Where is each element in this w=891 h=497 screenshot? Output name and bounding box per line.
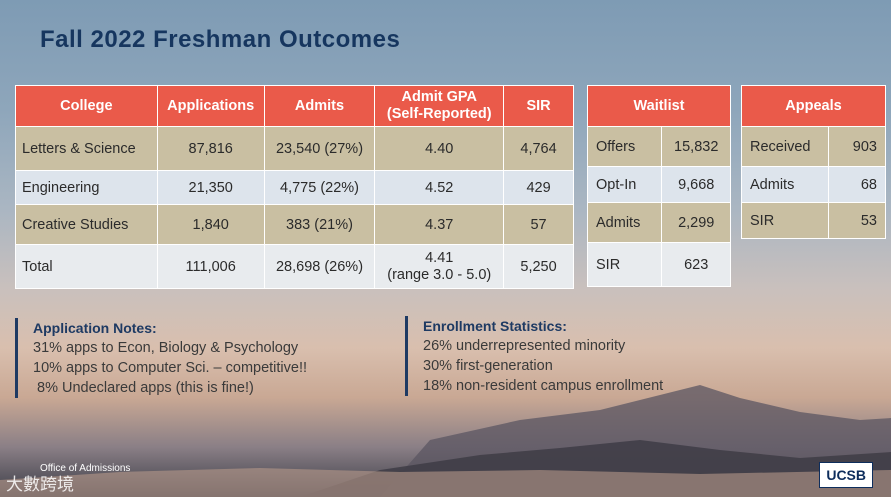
waitlist-label: SIR	[586, 242, 663, 287]
cell-applications: 87,816	[156, 126, 265, 171]
table-row-total: Total 111,006 28,698 (26%) 4.41 (range 3.…	[15, 244, 574, 289]
enrollment-stat-line: 30% first-generation	[423, 358, 553, 374]
table-row: Admits 2,299	[586, 202, 731, 243]
waitlist-value: 15,832	[661, 126, 731, 167]
header-admits: Admits	[263, 85, 376, 127]
application-notes: Application Notes: 31% apps to Econ, Bio…	[15, 318, 307, 398]
cell-college: Total	[15, 244, 158, 289]
cell-gpa: 4.37	[374, 204, 505, 245]
waitlist-value: 9,668	[661, 166, 731, 203]
appeals-header: Appeals	[741, 85, 886, 127]
enrollment-stats-heading: Enrollment Statistics:	[423, 318, 567, 334]
cell-college: Engineering	[15, 170, 158, 205]
table-row: Creative Studies 1,840 383 (21%) 4.37 57	[15, 204, 574, 245]
application-notes-heading: Application Notes:	[33, 320, 157, 336]
cell-gpa: 4.41 (range 3.0 - 5.0)	[374, 244, 505, 289]
total-gpa: 4.41	[425, 249, 454, 266]
watermark: 大數跨境	[6, 475, 74, 494]
ucsb-logo: UCSB	[819, 462, 873, 488]
cell-admits: 383 (21%)	[263, 204, 376, 245]
waitlist-label: Admits	[586, 202, 663, 243]
cell-applications: 21,350	[156, 170, 265, 205]
cell-sir: 429	[503, 170, 574, 205]
header-applications: Applications	[156, 85, 265, 127]
table-row: SIR 623	[586, 242, 731, 287]
appeals-label: Received	[741, 126, 829, 167]
outcomes-table: College Applications Admits Admit GPA (Se…	[15, 85, 574, 289]
application-note-line: 31% apps to Econ, Biology & Psychology	[33, 340, 299, 356]
page-title: Fall 2022 Freshman Outcomes	[40, 26, 401, 53]
table-row: Engineering 21,350 4,775 (22%) 4.52 429	[15, 170, 574, 205]
application-note-line: 8% Undeclared apps (this is fine!)	[33, 380, 254, 396]
table-row: Admits 68	[741, 166, 887, 203]
office-footer: Office of Admissions	[40, 463, 131, 474]
waitlist-label: Opt-In	[586, 166, 663, 203]
header-admit-gpa: Admit GPA (Self-Reported)	[374, 85, 505, 127]
appeals-label: Admits	[741, 166, 829, 203]
appeals-value: 68	[827, 166, 887, 203]
cell-sir: 57	[503, 204, 574, 245]
total-gpa-range: (range 3.0 - 5.0)	[387, 266, 492, 283]
cell-applications: 111,006	[156, 244, 265, 289]
cell-gpa: 4.52	[374, 170, 505, 205]
cell-college: Letters & Science	[15, 126, 158, 171]
appeals-value: 53	[827, 202, 887, 239]
table-row: Received 903	[741, 126, 887, 167]
stats-accent-bar	[405, 316, 408, 396]
cell-sir: 5,250	[503, 244, 574, 289]
header-gpa-sub: (Self-Reported)	[386, 106, 492, 122]
table-row: Offers 15,832	[586, 126, 731, 167]
appeals-label: SIR	[741, 202, 829, 239]
application-note-line: 10% apps to Computer Sci. – competitive!…	[33, 360, 308, 376]
appeals-value: 903	[827, 126, 887, 167]
table-row: SIR 53	[741, 202, 887, 239]
notes-accent-bar	[15, 318, 18, 398]
cell-gpa: 4.40	[374, 126, 505, 171]
header-college: College	[15, 85, 158, 127]
enrollment-stat-line: 18% non-resident campus enrollment	[423, 378, 664, 394]
enrollment-statistics: Enrollment Statistics: 26% underrepresen…	[405, 316, 663, 396]
waitlist-table: Waitlist Offers 15,832 Opt-In 9,668 Admi…	[586, 85, 731, 287]
cell-admits: 23,540 (27%)	[263, 126, 376, 171]
waitlist-value: 623	[661, 242, 731, 287]
waitlist-header: Waitlist	[587, 85, 731, 127]
cell-college: Creative Studies	[15, 204, 158, 245]
table-row: Opt-In 9,668	[586, 166, 731, 203]
cell-sir: 4,764	[503, 126, 574, 171]
cell-admits: 4,775 (22%)	[263, 170, 376, 205]
header-sir: SIR	[503, 85, 574, 127]
cell-applications: 1,840	[156, 204, 265, 245]
enrollment-stat-line: 26% underrepresented minority	[423, 338, 626, 354]
cell-admits: 28,698 (26%)	[263, 244, 376, 289]
waitlist-value: 2,299	[661, 202, 731, 243]
header-gpa-label: Admit GPA	[401, 89, 477, 106]
waitlist-label: Offers	[586, 126, 663, 167]
table-row: Letters & Science 87,816 23,540 (27%) 4.…	[15, 126, 574, 171]
appeals-table: Appeals Received 903 Admits 68 SIR 53	[741, 85, 887, 239]
